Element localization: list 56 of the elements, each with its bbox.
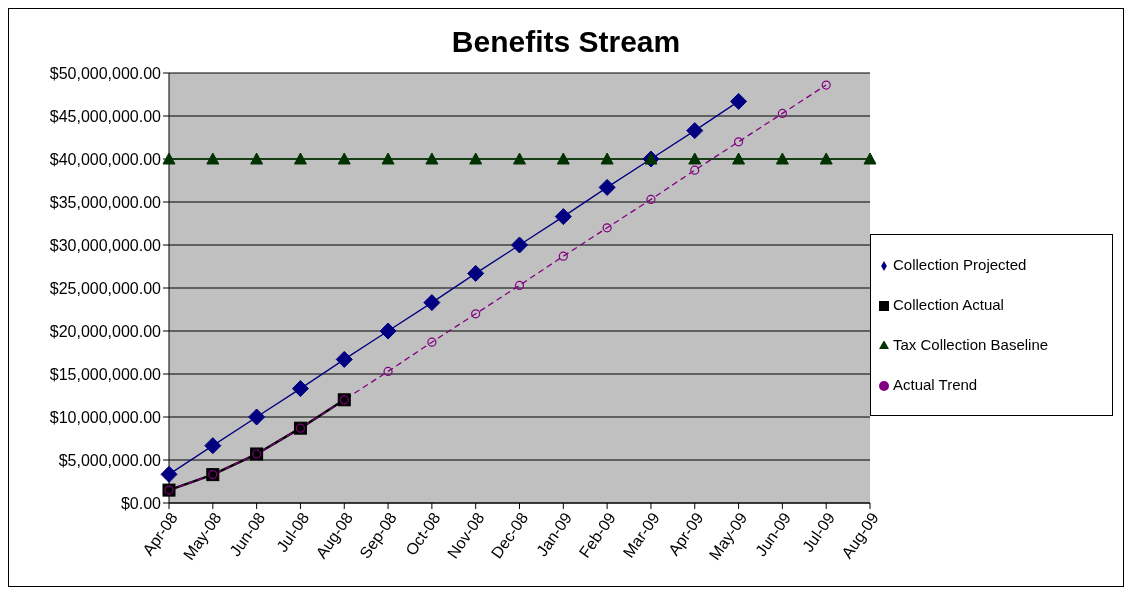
y-tick-label: $15,000,000.00 (49, 365, 162, 383)
y-tick-label: $5,000,000.00 (58, 451, 162, 469)
point (383, 366, 393, 377)
point (598, 178, 616, 196)
point (250, 152, 264, 165)
point (554, 208, 572, 226)
point (600, 152, 614, 165)
point (690, 165, 700, 175)
point (427, 337, 437, 347)
point (732, 152, 746, 165)
y-tick-label: $0.00 (120, 494, 162, 512)
point (381, 152, 395, 165)
point (686, 122, 704, 140)
point (293, 152, 307, 165)
y-tick-label: $30,000,000.00 (49, 236, 162, 254)
point (511, 236, 528, 254)
point (730, 92, 748, 110)
point (556, 152, 570, 165)
legend-label: Actual Trend (893, 376, 978, 393)
point (471, 309, 481, 319)
point (379, 322, 397, 340)
point (775, 152, 789, 165)
point (162, 152, 176, 165)
legend-label: Collection Projected (893, 256, 1027, 273)
y-tick-label: $45,000,000.00 (49, 107, 162, 125)
legend-label: Tax Collection Baseline (893, 336, 1049, 353)
y-tick-label: $10,000,000.00 (49, 408, 162, 426)
point (777, 108, 787, 119)
point (688, 152, 702, 165)
y-tick-label: $40,000,000.00 (49, 150, 162, 168)
point (469, 152, 483, 165)
y-tick-label: $20,000,000.00 (49, 322, 162, 340)
point (558, 251, 568, 261)
point (337, 152, 351, 165)
y-tick-label: $25,000,000.00 (49, 279, 162, 297)
y-tick-label: $35,000,000.00 (49, 193, 162, 211)
point (204, 437, 222, 455)
point (863, 152, 877, 165)
point (335, 350, 353, 368)
point (206, 152, 220, 165)
chart-title: Benefits Stream (450, 25, 682, 60)
point (425, 152, 439, 165)
legend-label: Collection Actual (893, 296, 1004, 313)
point (819, 152, 833, 165)
point (602, 223, 612, 233)
point (733, 137, 744, 147)
point (248, 408, 266, 426)
point (423, 294, 441, 312)
point (513, 152, 526, 165)
point (646, 194, 656, 205)
point (821, 80, 831, 90)
point (291, 380, 309, 398)
point (160, 465, 178, 483)
point (514, 280, 525, 291)
y-tick-label: $50,000,000.00 (49, 64, 162, 82)
point (467, 264, 485, 282)
